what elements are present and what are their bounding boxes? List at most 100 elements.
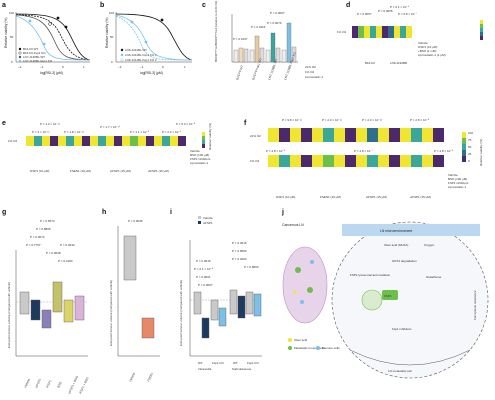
c-group-label: LN7-1136BL WT [267, 58, 278, 80]
c-bar [238, 47, 244, 63]
h-group-label: FSEN1 [146, 372, 154, 383]
d-pvalue: P = 0.1 × 10⁻⁶ [390, 5, 410, 9]
panel-f: f P = 9.8 × 10⁻¹¹ P = 2.9 × 10⁻¹¹ P = 2.… [244, 118, 483, 199]
f-drug-label: viFSP1 (15 μM) [410, 195, 431, 199]
tumour-cell-icon [295, 267, 301, 273]
b-xtick: 1 [184, 65, 186, 69]
b-legend: LN6-1311BL WT LN6-1311BL Fsp1 KO 1 LN6-1… [120, 48, 157, 62]
c-bar [275, 47, 281, 63]
i-box [218, 307, 227, 327]
j-legend-item: Metastatic tumour cells [294, 346, 325, 350]
a-legend-item: B16-F0 Fsp1 KO [23, 51, 46, 55]
d-colorbar [480, 20, 483, 40]
i-pvalue: P = 2.1 × 10⁻⁵ [194, 267, 214, 271]
a-legend-marker [18, 51, 22, 55]
f-cell [345, 155, 356, 167]
f-drug-label: FSEN1 (10 μM) [320, 195, 341, 199]
immune-cell-legend-icon [316, 346, 320, 350]
a-xtick: 0 [62, 65, 64, 69]
e-drug-label: FSEN1 (10 μM) [70, 169, 91, 173]
e-cell [114, 136, 122, 146]
e-cell [82, 136, 90, 146]
d-row-label: iFSP1 (10 μM) [418, 45, 437, 49]
c-condition: Liproxstatin-1 [305, 75, 323, 79]
g-group-label: iFSP1 + BSO [78, 376, 89, 395]
f-cell [378, 128, 389, 142]
f-cell [378, 155, 389, 167]
lymph-node-shape [282, 246, 328, 324]
e-cell [146, 136, 154, 146]
panel-e: e P = 1.2 × 10⁻¹¹ P = 3 × 10⁻¹² P = 1.8 … [2, 120, 212, 173]
b-legend-item: LN6-1311BL WT [125, 48, 147, 52]
e-drug-label: viFSP1 (15 μM) [148, 169, 169, 173]
immune-cell-icon [310, 260, 314, 264]
d-group-label: LN6-1194BR [390, 61, 408, 65]
f-cell [312, 155, 323, 167]
h-ylabel: End-point tumour volume (compared with v… [109, 280, 113, 346]
e-cell [170, 136, 178, 146]
i-legend-item: viFSP1 [203, 221, 213, 225]
f-cell [422, 128, 433, 142]
c-group-label: B16-F0 WT [235, 64, 244, 80]
b-ytick: 50 [110, 35, 114, 39]
colorbar-segment [202, 132, 205, 136]
colorbar-segment [462, 144, 466, 150]
b-ylabel: Relative viability (%) [105, 17, 109, 48]
b-legend-marker [120, 48, 124, 52]
e-cell [34, 136, 42, 146]
colorbar-segment [202, 136, 205, 140]
e-cell [130, 136, 138, 146]
colorbar-segment [462, 156, 466, 162]
b-legend-item: LN6-1311BL Fsp1 KO 2 [125, 58, 157, 62]
e-row-label: Vehicle [190, 149, 200, 153]
g-box-ifsp1-bso [74, 295, 85, 321]
a-point [48, 22, 52, 26]
e-cell [178, 136, 186, 146]
g-pvalue: P = 0.7757 [26, 243, 41, 247]
oleic-acid-icon [293, 290, 297, 294]
g-pvalue: P = 0.6573 [40, 219, 55, 223]
i-group-label: WT [198, 361, 203, 365]
b-ytick: 100 [109, 11, 114, 15]
i-box [229, 289, 238, 315]
e-cell [66, 136, 74, 146]
a-point [56, 16, 60, 20]
i-legend-marker [198, 221, 201, 224]
a-ytick: 0 [11, 60, 13, 64]
oleic-acid-legend-icon [288, 338, 292, 342]
c-bar [243, 48, 249, 63]
g-ylabel: End-point tumour volume (compared with v… [7, 282, 11, 348]
panel-label-g: g [2, 209, 6, 216]
d-condition-label: 1% O2 [337, 30, 347, 34]
f-cell [389, 155, 400, 167]
panel-label-i: i [170, 209, 172, 216]
colorbar-segment [480, 32, 483, 36]
c-bar [291, 46, 297, 63]
i-site-label: Intranodal [198, 367, 212, 371]
f-row-label: Liproxstatin-1 [448, 185, 466, 189]
e-cell [138, 136, 146, 146]
f-cell [301, 128, 312, 142]
f-colorbar-tick: 25 [468, 152, 472, 156]
d-cell [406, 26, 412, 38]
f-colorbar-label: Relative viability (%) [479, 139, 483, 166]
colorbar-segment [202, 140, 205, 144]
e-pvalue: P = 1.2 × 10⁻¹¹ [40, 122, 60, 126]
g-pvalue: P = 0.4184 [58, 259, 73, 263]
h-box-vehicle [123, 235, 137, 281]
f-cell [290, 155, 301, 167]
b-point [130, 20, 134, 24]
b-point [160, 18, 164, 22]
j-ferroptosis-label: Ferroptosis resistance [473, 290, 477, 320]
g-pvalue: P = 0.0074 [30, 235, 45, 239]
c-pvalue: P = 0.1667 [233, 37, 248, 41]
colorbar-segment [462, 138, 466, 144]
b-legend-marker [120, 53, 124, 57]
e-cell [98, 136, 106, 146]
e-cell [90, 136, 98, 146]
f-cell [268, 128, 279, 142]
j-fsp1-acc-label: FSP1 lysosomal accumulation [350, 273, 391, 277]
g-box-bso [52, 281, 63, 313]
e-heatmap [26, 136, 186, 146]
